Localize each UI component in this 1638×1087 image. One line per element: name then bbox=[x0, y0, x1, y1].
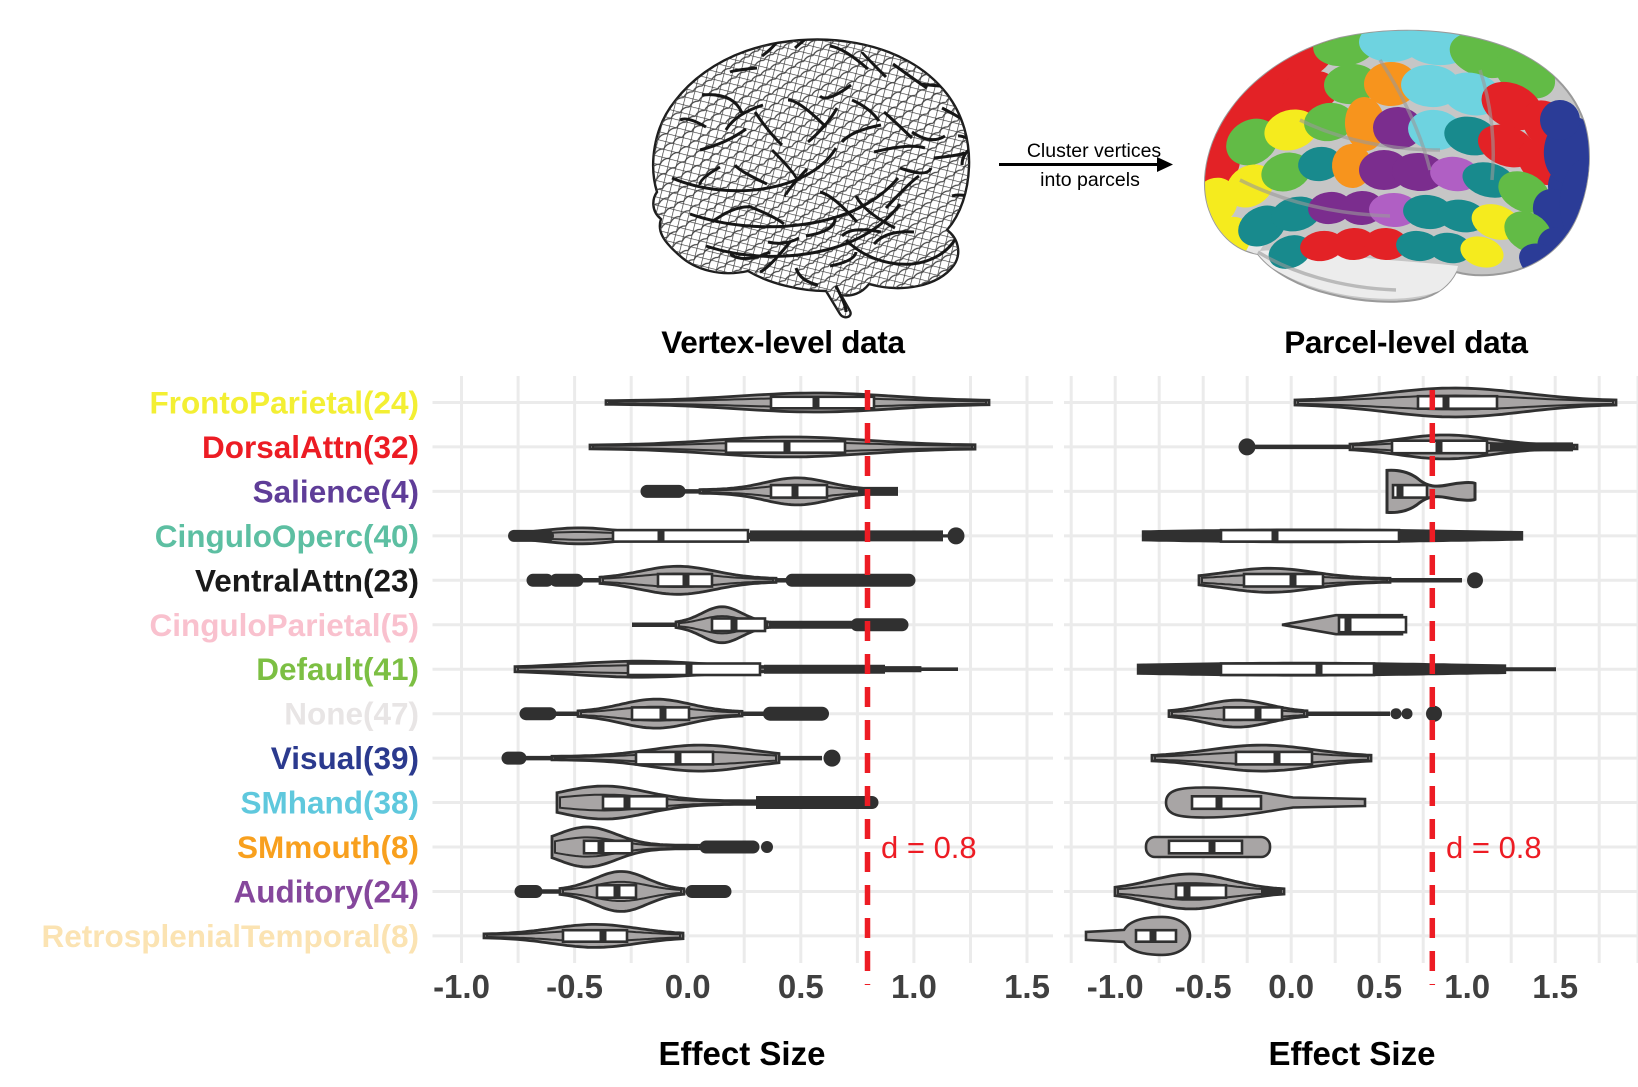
svg-text:Effect Size: Effect Size bbox=[1269, 1035, 1436, 1072]
svg-text:0.0: 0.0 bbox=[1268, 968, 1314, 1005]
svg-text:1.5: 1.5 bbox=[1004, 968, 1050, 1005]
svg-text:d = 0.8: d = 0.8 bbox=[881, 830, 977, 865]
svg-text:1.0: 1.0 bbox=[891, 968, 937, 1005]
svg-text:FrontoParietal(24): FrontoParietal(24) bbox=[149, 385, 419, 421]
svg-text:None(47): None(47) bbox=[284, 696, 419, 732]
svg-text:SMmouth(8): SMmouth(8) bbox=[237, 829, 419, 865]
svg-text:-0.5: -0.5 bbox=[1175, 968, 1232, 1005]
svg-text:Auditory(24): Auditory(24) bbox=[233, 874, 419, 910]
svg-text:1.5: 1.5 bbox=[1532, 968, 1578, 1005]
svg-text:1.0: 1.0 bbox=[1444, 968, 1490, 1005]
svg-text:CinguloOperc(40): CinguloOperc(40) bbox=[155, 518, 419, 554]
svg-text:SMhand(38): SMhand(38) bbox=[240, 785, 419, 821]
svg-text:into parcels: into parcels bbox=[1040, 169, 1140, 191]
svg-text:0.0: 0.0 bbox=[665, 968, 711, 1005]
svg-text:Parcel-level data: Parcel-level data bbox=[1284, 324, 1528, 360]
svg-text:Default(41): Default(41) bbox=[256, 651, 419, 687]
svg-text:Effect Size: Effect Size bbox=[659, 1035, 826, 1072]
svg-text:VentralAttn(23): VentralAttn(23) bbox=[195, 562, 419, 598]
svg-text:Vertex-level data: Vertex-level data bbox=[661, 324, 905, 360]
svg-text:0.5: 0.5 bbox=[1356, 968, 1402, 1005]
svg-text:-0.5: -0.5 bbox=[546, 968, 603, 1005]
svg-text:CinguloParietal(5): CinguloParietal(5) bbox=[149, 607, 419, 643]
svg-text:RetrosplenialTemporal(8): RetrosplenialTemporal(8) bbox=[42, 918, 420, 954]
svg-text:d = 0.8: d = 0.8 bbox=[1446, 830, 1542, 865]
svg-text:Visual(39): Visual(39) bbox=[271, 740, 419, 776]
svg-text:-1.0: -1.0 bbox=[433, 968, 490, 1005]
svg-text:-1.0: -1.0 bbox=[1087, 968, 1144, 1005]
svg-text:DorsalAttn(32): DorsalAttn(32) bbox=[202, 429, 419, 465]
svg-text:Salience(4): Salience(4) bbox=[253, 473, 419, 509]
svg-text:0.5: 0.5 bbox=[778, 968, 824, 1005]
svg-text:Cluster vertices: Cluster vertices bbox=[1027, 140, 1162, 162]
